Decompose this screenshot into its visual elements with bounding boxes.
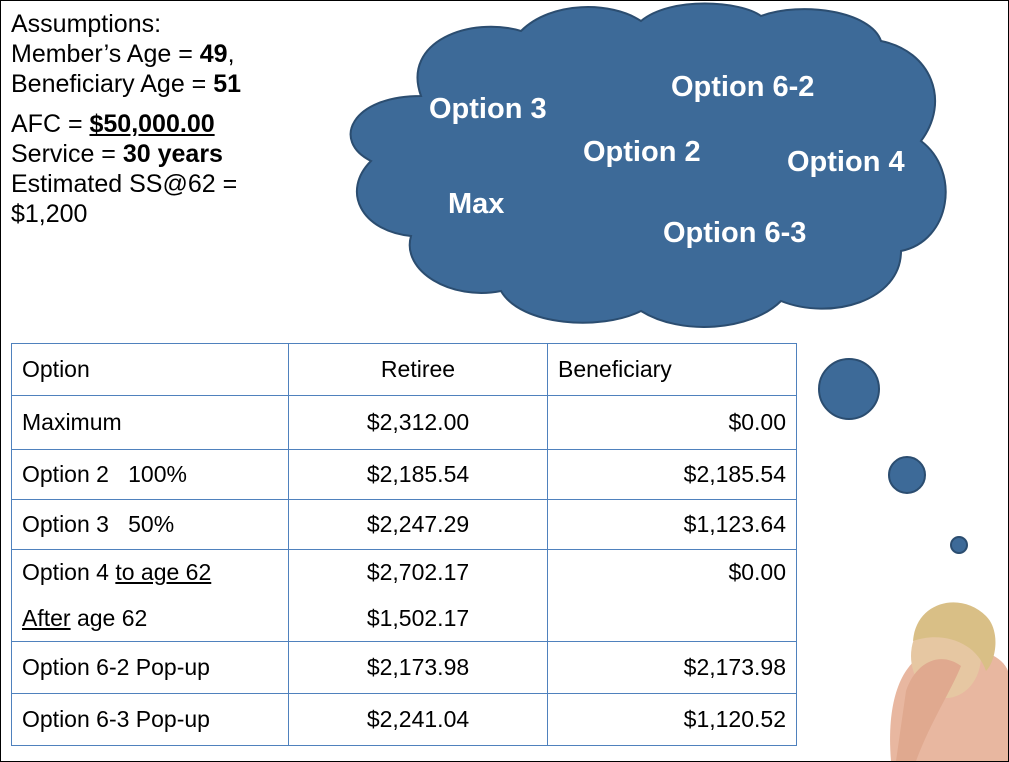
cloud-label: Option 2 [583, 136, 701, 168]
assumption-line: Assumptions: [11, 9, 341, 39]
table-cell: $2,185.54 [289, 450, 548, 500]
assumption-line: Estimated SS@62 = [11, 169, 341, 199]
text-run: Option 3 50% [22, 511, 174, 537]
text-run: Option 6-2 Pop-up [22, 654, 210, 680]
table-row: After age 62$1,502.17 [12, 596, 797, 642]
assumption-line: $1,200 [11, 199, 341, 229]
text-run: Option 6-3 Pop-up [22, 706, 210, 732]
slide: Option 3 Option 6-2 Option 2 Option 4 Max Opt… [0, 0, 1009, 762]
cloud-label: Option 6-2 [671, 71, 814, 103]
text-run: Assumptions: [11, 10, 161, 38]
table-cell: Option 3 50% [12, 500, 289, 550]
cloud-label: Option 4 [787, 146, 905, 178]
text-run: Service = [11, 140, 123, 168]
table-row: Option 6-3 Pop-up $2,241.04$1,120.52 [12, 694, 797, 746]
table-cell: $2,173.98 [289, 642, 548, 694]
table-cell: $2,241.04 [289, 694, 548, 746]
table-row: Option 2 100% $2,185.54$2,185.54 [12, 450, 797, 500]
table-cell: $2,185.54 [548, 450, 797, 500]
text-run: AFC = [11, 110, 90, 138]
assumption-line: AFC = $50,000.00 [11, 109, 341, 139]
table-row: Option 4 to age 62$2,702.17$0.00 [12, 550, 797, 596]
assumption-line: Beneficiary Age = 51 [11, 69, 341, 99]
table-row: Maximum $2,312.00$0.00 [12, 396, 797, 450]
text-run: Option 4 [22, 559, 115, 585]
table-cell: Maximum [12, 396, 289, 450]
text-run: , [228, 40, 235, 68]
table-cell: Option 2 100% [12, 450, 289, 500]
text-run: Option 2 100% [22, 461, 187, 487]
assumption-line: Service = 30 years [11, 139, 341, 169]
text-run: age 62 [71, 605, 148, 631]
table-cell: Option 6-3 Pop-up [12, 694, 289, 746]
text-run: $1,200 [11, 200, 87, 228]
text-run: $50,000.00 [90, 110, 215, 138]
table-cell: Option 4 to age 62 [12, 550, 289, 596]
text-run: Estimated SS@62 = [11, 170, 237, 198]
thought-bubble [819, 359, 879, 419]
table-cell: After age 62 [12, 596, 289, 642]
table-cell: $2,247.29 [289, 500, 548, 550]
text-run: Beneficiary Age = [11, 70, 213, 98]
table-cell [548, 596, 797, 642]
text-run: 30 years [123, 140, 223, 168]
thought-bubble [951, 537, 967, 553]
cloud-label: Option 3 [429, 93, 547, 125]
header-cell: Option [12, 344, 289, 396]
cloud-label: Max [448, 188, 504, 220]
stressed-person [890, 602, 1008, 761]
text-run: After [22, 605, 71, 631]
cloud-label: Option 6-3 [663, 217, 806, 249]
table-cell: $1,120.52 [548, 694, 797, 746]
table-row: Option 3 50% $2,247.29$1,123.64 [12, 500, 797, 550]
header-cell: Beneficiary [548, 344, 797, 396]
thought-bubble [889, 457, 925, 493]
assumptions: Assumptions:Member’s Age = 49,Beneficiar… [11, 9, 341, 239]
table-cell: Option 6-2 Pop-up [12, 642, 289, 694]
table-cell: $0.00 [548, 550, 797, 596]
text-run: Maximum [22, 409, 122, 435]
table-cell: $1,123.64 [548, 500, 797, 550]
table-cell: $2,173.98 [548, 642, 797, 694]
table-cell: $2,312.00 [289, 396, 548, 450]
text-run: 49 [200, 40, 228, 68]
text-run: 51 [213, 70, 241, 98]
assumption-group: Assumptions:Member’s Age = 49,Beneficiar… [11, 9, 341, 99]
assumption-line: Member’s Age = 49, [11, 39, 341, 69]
table-cell: $1,502.17 [289, 596, 548, 642]
table-cell: $2,702.17 [289, 550, 548, 596]
text-run: to age 62 [115, 559, 211, 585]
header-cell: Retiree [289, 344, 548, 396]
table-cell: $0.00 [548, 396, 797, 450]
table-row: Option 6-2 Pop-up $2,173.98$2,173.98 [12, 642, 797, 694]
text-run: Member’s Age = [11, 40, 200, 68]
